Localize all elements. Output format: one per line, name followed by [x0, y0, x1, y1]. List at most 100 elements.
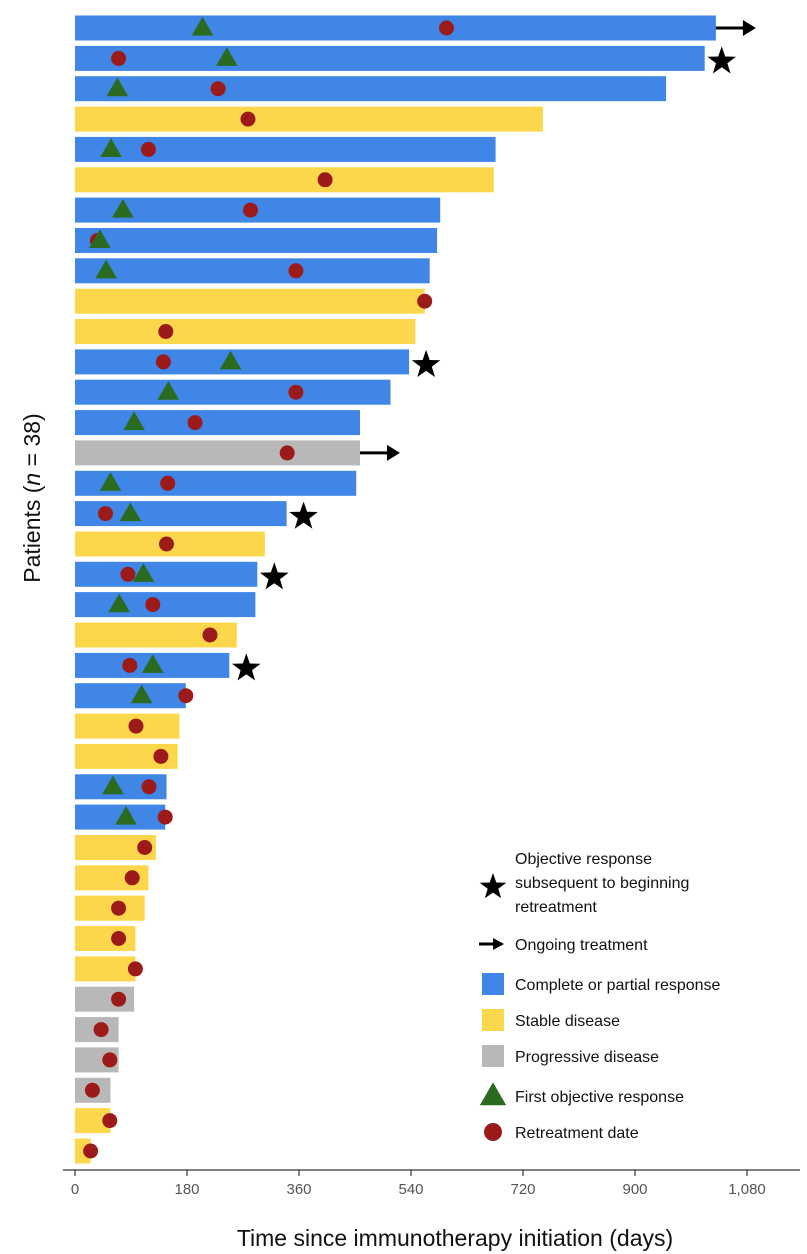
retreatment-marker-28 — [137, 840, 153, 855]
bar-patient-11 — [75, 319, 416, 344]
bar-patient-16 — [75, 470, 357, 496]
retreatment-marker-20 — [145, 597, 161, 613]
retreatment-marker-4 — [240, 111, 256, 127]
x-axis: 0 180 360 540 720 900 1,080 — [63, 1169, 800, 1198]
retreatment-marker-36 — [84, 1082, 100, 1098]
retreatment-response-star-17 — [289, 501, 318, 529]
x-tick-label-540: 540 — [398, 1181, 423, 1198]
retreatment-marker-10 — [417, 293, 433, 309]
first-response-marker-20 — [108, 593, 130, 613]
retreatment-marker-32 — [127, 961, 143, 977]
bar-patient-4 — [75, 106, 543, 132]
y-axis-title: Patients (n = 38) — [19, 413, 45, 582]
first-response-marker-14 — [123, 411, 145, 431]
legend-label: retreatment — [515, 899, 597, 916]
bar-patient-15 — [75, 440, 360, 466]
legend-swatch-progressive — [482, 1045, 504, 1067]
retreatment-marker-29 — [124, 870, 140, 886]
retreatment-marker-23 — [178, 688, 194, 704]
retreatment-marker-33 — [111, 991, 127, 1007]
x-axis-title: Time since immunotherapy initiation (day… — [237, 1225, 673, 1251]
legend: Objective response subsequent to beginnin… — [479, 851, 721, 1142]
first-response-marker-26 — [102, 775, 124, 795]
retreatment-marker-37 — [102, 1113, 118, 1129]
retreatment-marker-35 — [102, 1052, 118, 1068]
bar-patient-19 — [75, 561, 258, 587]
legend-label: First objective response — [515, 1089, 684, 1106]
retreatment-marker-38 — [83, 1143, 99, 1159]
markers-layer — [83, 16, 756, 1159]
first-response-marker-17 — [119, 502, 142, 522]
first-response-marker-2 — [216, 47, 238, 66]
x-tick-label-720: 720 — [510, 1181, 535, 1198]
retreatment-marker-21 — [202, 627, 218, 643]
retreatment-marker-18 — [159, 536, 174, 552]
ongoing-arrow-1 — [715, 20, 756, 36]
retreatment-marker-30 — [111, 900, 127, 916]
retreatment-marker-25 — [153, 748, 169, 764]
ongoing-arrow-15 — [359, 444, 400, 461]
retreatment-response-star-19 — [260, 562, 289, 590]
legend-item-1: Objective response subsequent to beginnin… — [479, 851, 689, 916]
legend-swatch-cr_pr — [482, 973, 504, 995]
retreatment-marker-15 — [279, 445, 295, 461]
legend-circle-icon — [484, 1123, 502, 1141]
bar-patient-5 — [75, 136, 496, 162]
first-response-marker-22 — [141, 654, 164, 673]
bar-patient-24 — [75, 713, 180, 739]
first-response-marker-3 — [106, 77, 129, 97]
retreatment-marker-5 — [140, 141, 156, 157]
retreatment-marker-34 — [93, 1022, 109, 1038]
legend-item-6: First objective response — [479, 1082, 684, 1106]
legend-label: Stable disease — [515, 1013, 620, 1030]
retreatment-marker-16 — [160, 475, 176, 491]
first-response-marker-12 — [219, 350, 242, 370]
first-response-marker-27 — [115, 805, 137, 825]
first-response-marker-23 — [130, 684, 153, 704]
legend-swatch-stable — [482, 1009, 504, 1031]
bar-patient-30 — [75, 895, 145, 921]
bar-patient-23 — [75, 683, 186, 709]
x-tick-label-360: 360 — [286, 1181, 311, 1198]
legend-star-icon — [479, 873, 507, 899]
first-response-marker-7 — [112, 198, 134, 218]
y-axis-title-variable: n — [19, 473, 45, 486]
retreatment-response-star-22 — [232, 653, 261, 681]
legend-triangle-icon — [479, 1082, 507, 1106]
legend-item-4: Stable disease — [482, 1009, 620, 1031]
legend-arrow-icon — [479, 938, 504, 950]
x-tick-label-0: 0 — [71, 1181, 79, 1198]
retreatment-response-star-2 — [707, 46, 736, 74]
legend-item-2: Ongoing treatment — [479, 937, 648, 954]
legend-label: Complete or partial response — [515, 977, 721, 994]
first-response-marker-19 — [132, 563, 155, 582]
bar-patient-1 — [75, 15, 716, 41]
retreatment-marker-1 — [439, 20, 454, 36]
bar-patient-8 — [75, 228, 438, 253]
retreatment-marker-7 — [243, 202, 258, 218]
x-tick-label-180: 180 — [174, 1181, 199, 1198]
retreatment-marker-9 — [288, 263, 304, 279]
bar-patient-31 — [75, 926, 136, 951]
legend-item-5: Progressive disease — [482, 1045, 659, 1067]
retreatment-marker-24 — [128, 718, 144, 734]
first-response-marker-5 — [100, 138, 122, 157]
retreatment-marker-13 — [288, 384, 304, 400]
y-axis-title-prefix: Patients ( — [19, 485, 45, 582]
retreatment-marker-3 — [210, 81, 226, 97]
bar-patient-9 — [75, 258, 430, 284]
retreatment-marker-2 — [111, 50, 127, 66]
first-response-marker-16 — [99, 472, 122, 491]
y-axis-title-suffix: = 38) — [19, 413, 45, 472]
first-response-marker-13 — [157, 381, 180, 400]
bar-patient-14 — [75, 410, 360, 436]
bar-patient-20 — [75, 592, 256, 618]
retreatment-marker-22 — [122, 657, 138, 673]
first-response-marker-9 — [95, 259, 117, 279]
retreatment-marker-14 — [187, 415, 203, 431]
bar-patient-12 — [75, 349, 410, 375]
retreatment-marker-17 — [98, 506, 113, 522]
legend-label: Retreatment date — [515, 1125, 639, 1142]
first-response-marker-1 — [191, 16, 214, 36]
